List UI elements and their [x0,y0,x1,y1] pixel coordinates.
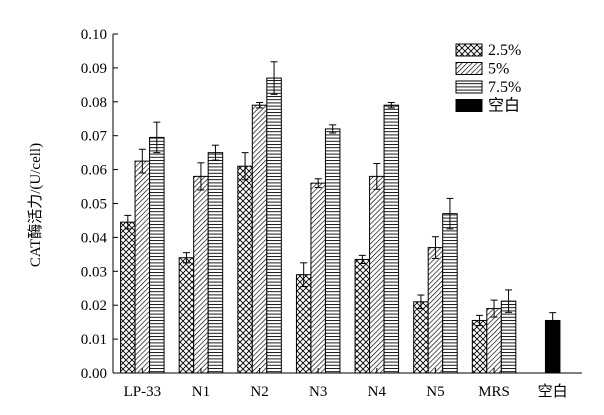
y-tick-label: 0.05 [81,197,107,213]
y-tick-label: 0.09 [81,61,107,77]
bar [120,221,136,374]
bar [266,77,282,374]
bar [413,301,429,374]
bar [310,182,326,374]
bar [251,104,268,374]
x-tick-label: N4 [368,384,387,400]
legend-swatch [455,80,483,94]
x-tick-label: N3 [309,384,327,400]
x-tick-label: 空白 [538,383,568,400]
bar [193,175,209,374]
bar [471,319,488,374]
bar [369,175,385,374]
bar [237,165,253,374]
y-tick-label: 0.06 [81,163,108,179]
legend: 2.5% 5%7.5%空白 [455,42,521,115]
x-tick-label: LP-33 [124,384,162,400]
bar [324,128,341,374]
legend-swatch [455,99,483,112]
legend-label: 空白 [488,97,520,115]
x-tick-label: N5 [426,384,444,400]
y-tick-label: 0.04 [81,230,108,246]
legend-label: 7.5% [488,79,521,96]
bar [354,258,371,374]
y-tick-label: 0.10 [81,27,107,43]
bar [383,104,400,374]
bar [207,152,224,374]
y-tick-label: 0.08 [81,95,107,111]
bar [178,257,195,374]
legend-label: 2.5% [488,42,521,59]
y-tick-label: 0.03 [81,264,107,280]
bar [427,247,444,374]
x-tick-label: N2 [250,384,268,400]
y-tick-label: 0.00 [81,366,107,382]
y-tick-label: 0.02 [81,298,107,314]
y-tick-label: 0.07 [81,129,108,145]
legend-swatch [455,43,483,57]
bar [486,308,502,374]
x-tick-label: N1 [192,384,210,400]
legend-label: 5% [488,61,509,78]
y-axis-label: CAT酶活力/(U/cell) [27,143,44,267]
bar [295,274,312,374]
x-tick-label: MRS [478,384,510,400]
legend-swatch [455,62,483,75]
y-tick-label: 0.01 [81,332,107,348]
bar [442,213,458,374]
bar [149,136,165,374]
bar [134,160,151,374]
